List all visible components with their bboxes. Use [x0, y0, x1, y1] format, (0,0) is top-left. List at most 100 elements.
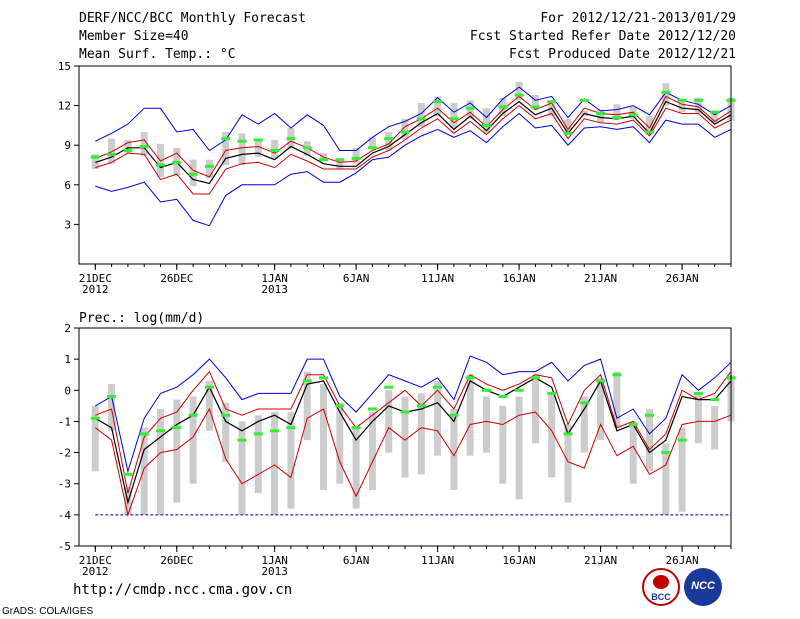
temp-range-bar — [450, 102, 458, 129]
prec-range-bar — [434, 380, 442, 456]
prec-range-bar — [646, 408, 653, 472]
temp-observed-mark — [221, 137, 231, 141]
prec-range-bar — [189, 396, 197, 484]
temp-range-bar — [91, 154, 99, 169]
prec-range-bar — [613, 371, 621, 428]
temp-range-bar — [205, 159, 213, 179]
temp-x-tick-label: 21JAN — [584, 272, 617, 285]
temp-y-tick-label: 9 — [64, 139, 71, 152]
prec-observed-mark — [221, 413, 231, 417]
temp-range-bar — [336, 158, 344, 169]
grads-credit: GrADS: COLA/IGES — [2, 606, 94, 617]
prec-range-bar — [548, 393, 556, 478]
temp-y-tick-label: 12 — [58, 100, 71, 113]
temp-x-tick-label: 11JAN — [421, 272, 454, 285]
temp-range-bar — [597, 109, 605, 123]
temp-range-bar — [254, 139, 262, 158]
temp-observed-mark — [645, 130, 654, 134]
prec-observed-mark — [172, 426, 182, 430]
bcc-swirl-icon — [653, 575, 669, 589]
temp-line-ensemble-max — [95, 86, 732, 152]
prec-range-bar — [678, 427, 686, 512]
prec-range-bar — [564, 424, 572, 503]
prec-range-bar — [238, 421, 246, 515]
temp-y-tick-label: 6 — [64, 179, 71, 192]
prec-observed-mark — [400, 410, 410, 414]
precip-title: Prec.: log(mm/d) — [79, 311, 205, 326]
temp-range-bar — [678, 99, 686, 113]
ncc-logo-text: NCC — [691, 580, 715, 592]
prec-observed-mark — [335, 404, 345, 408]
prec-observed-mark — [628, 423, 638, 427]
prec-range-bar — [711, 405, 719, 450]
temp-range-bar — [385, 132, 393, 151]
prec-range-bar — [580, 396, 588, 453]
prec-observed-mark — [482, 388, 491, 392]
prec-range-bar — [140, 427, 148, 515]
temp-range-bar — [711, 110, 719, 123]
temp-observed-mark — [107, 152, 117, 156]
temp-observed-mark — [677, 98, 687, 102]
prec-observed-mark — [677, 438, 687, 442]
temp-observed-mark — [400, 130, 410, 134]
prec-range-bar — [205, 380, 213, 431]
prec-range-bar — [336, 402, 344, 484]
prec-y-tick-label: -1 — [58, 415, 71, 428]
prec-line-spread-lower — [94, 407, 732, 517]
temp-observed-mark — [156, 163, 165, 167]
bcc-logo: BCC — [642, 568, 680, 606]
temp-range-bar — [613, 104, 621, 121]
temp-observed-mark — [367, 146, 377, 150]
temp-x-tick-label: 6JAN — [343, 272, 370, 285]
prec-range-bar — [531, 374, 539, 444]
temp-observed-mark — [596, 112, 606, 116]
prec-y-tick-label: 2 — [64, 322, 71, 335]
prec-observed-mark — [351, 426, 361, 430]
prec-observed-mark — [710, 398, 720, 402]
prec-range-bar — [499, 405, 507, 484]
ncc-logo: NCC — [684, 568, 722, 606]
prec-range-bar — [466, 374, 474, 456]
fcst-started-date: Fcst Started Refer Date 2012/12/20 — [469, 29, 736, 44]
temp-observed-mark — [498, 105, 508, 109]
prec-observed-mark — [90, 416, 100, 420]
temp-range-bar — [417, 102, 425, 127]
prec-range-bar — [629, 421, 637, 484]
temp-observed-mark — [579, 98, 589, 102]
chart-title: DERF/NCC/BCC Monthly Forecast — [79, 11, 306, 26]
bcc-logo-text: BCC — [651, 592, 671, 602]
temp-range-bar — [531, 95, 539, 110]
prec-range-bar — [222, 402, 230, 462]
temp-observed-mark — [335, 158, 345, 162]
temp-observed-mark — [188, 172, 198, 176]
prec-observed-mark — [596, 379, 606, 383]
temp-range-bar — [662, 83, 670, 106]
temp-range-bar — [434, 96, 442, 117]
temp-range-bar — [124, 139, 132, 154]
prec-range-bar — [271, 412, 279, 515]
temp-observed-mark — [286, 137, 296, 141]
temp-range-bar — [222, 132, 230, 165]
source-url[interactable]: http://cmdp.ncc.cma.gov.cn — [73, 582, 293, 598]
prec-range-bar — [694, 393, 702, 444]
variable-label: Mean Surf. Temp.: °C — [79, 47, 236, 62]
prec-observed-mark — [498, 395, 508, 399]
temp-observed-mark — [693, 98, 703, 102]
temp-range-bar — [483, 108, 490, 134]
prec-range-bar — [287, 412, 295, 509]
temp-observed-mark — [204, 164, 214, 168]
prec-x-tick-label: 21JAN — [584, 554, 617, 567]
prec-observed-mark — [286, 426, 296, 430]
temp-observed-mark — [547, 100, 557, 104]
prec-range-bar — [597, 377, 605, 441]
temp-x-tick-label: 2012 — [82, 283, 109, 296]
prec-range-bar — [173, 399, 181, 503]
temp-range-bar — [564, 118, 572, 135]
temp-line-spread-upper — [95, 95, 732, 178]
temp-range-bar — [140, 132, 148, 156]
temp-range-bar — [401, 118, 409, 140]
prec-range-bar — [417, 393, 425, 475]
